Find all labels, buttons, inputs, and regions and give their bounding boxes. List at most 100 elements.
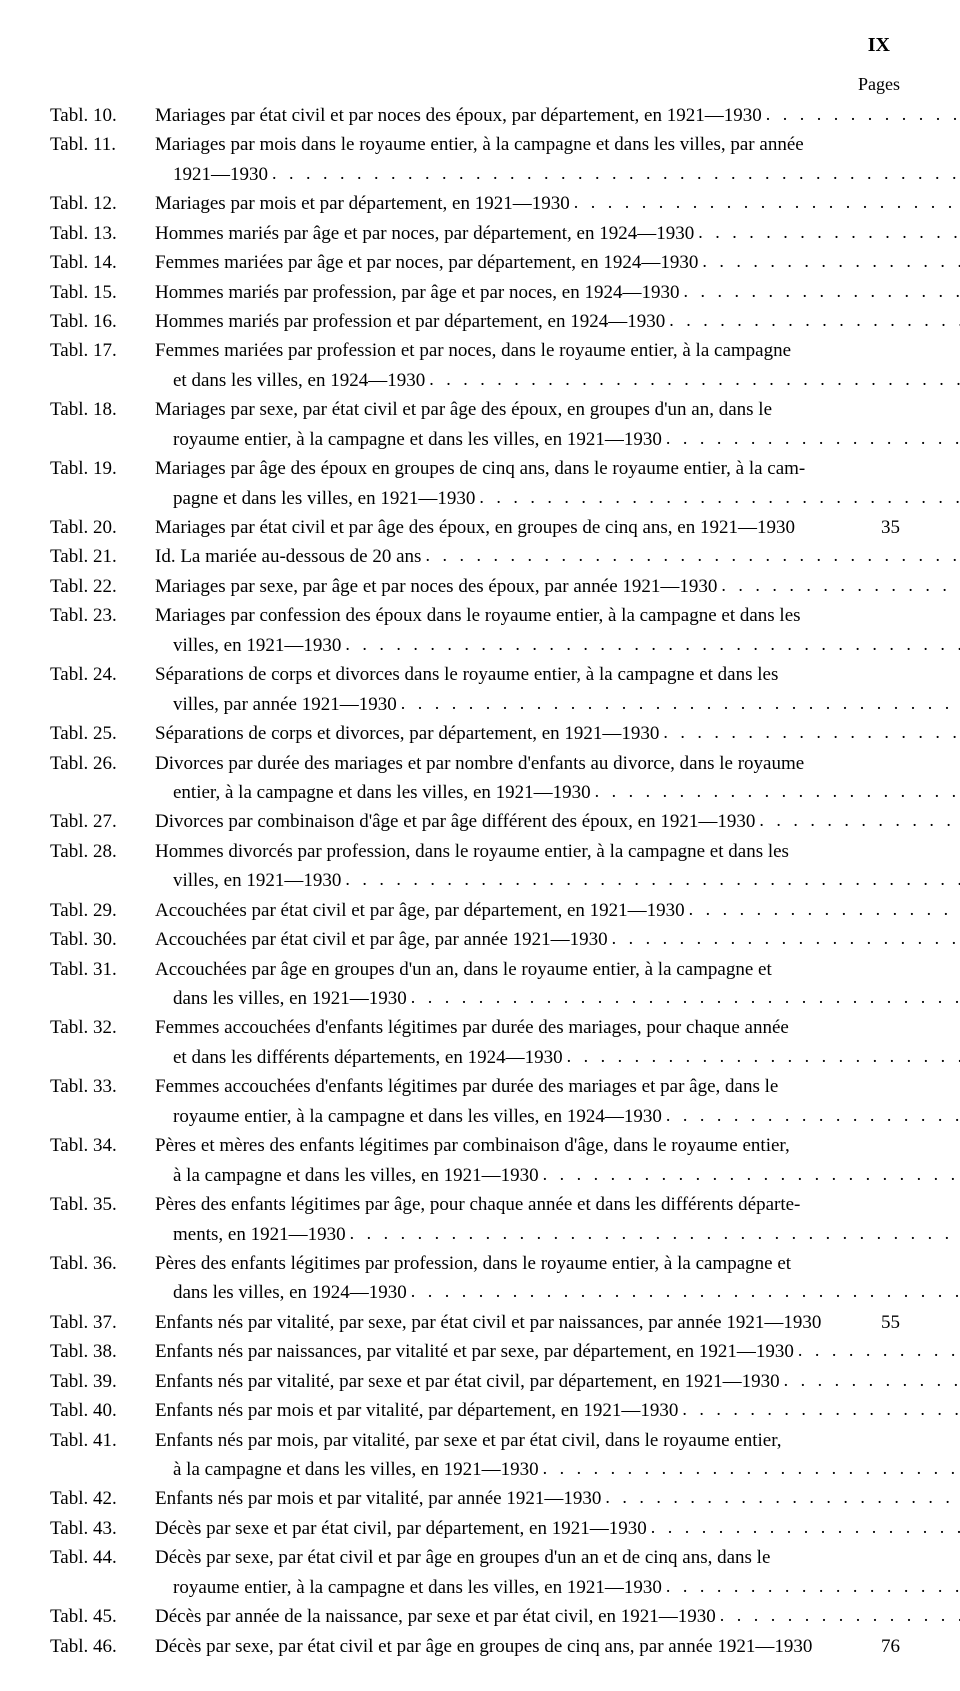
pages-column-header: Pages: [50, 71, 900, 99]
toc-entry-text: à la campagne et dans les villes, en 192…: [173, 1161, 539, 1190]
dot-leader: [762, 101, 960, 129]
dot-leader: [341, 866, 960, 894]
toc-entry-text: villes, en 1921—1930: [173, 631, 341, 660]
toc-entry-text: Accouchées par état civil et par âge, pa…: [155, 896, 685, 925]
toc-entry-text: royaume entier, à la campagne et dans le…: [173, 1102, 662, 1131]
toc-entry-text: Hommes divorcés par profession, dans le …: [155, 837, 789, 866]
toc-entry: Tabl. 32.Femmes accouchées d'enfants lég…: [50, 1013, 900, 1072]
toc-entry-text: Mariages par mois dans le royaume entier…: [155, 130, 804, 159]
toc-entry-desc: Accouchées par âge en groupes d'un an, d…: [155, 955, 960, 1014]
toc-entry-label: Tabl. 10.: [50, 101, 155, 130]
dot-leader: [698, 248, 960, 276]
toc-entry-text: royaume entier, à la campagne et dans le…: [173, 1573, 662, 1602]
toc-entry: Tabl. 36.Pères des enfants légitimes par…: [50, 1249, 900, 1308]
toc-entry-text: villes, en 1921—1930: [173, 866, 341, 895]
toc-entry-label: Tabl. 38.: [50, 1337, 155, 1366]
toc-entry-desc: Enfants nés par vitalité, par sexe et pa…: [155, 1367, 960, 1396]
toc-entry-page: 35: [844, 513, 900, 542]
dot-leader: [716, 1602, 960, 1630]
toc-entry-desc: Enfants nés par mois, par vitalité, par …: [155, 1426, 960, 1485]
toc-entry-label: Tabl. 11.: [50, 130, 155, 159]
toc-entry-text: Femmes accouchées d'enfants légitimes pa…: [155, 1072, 778, 1101]
toc-entry: Tabl. 38.Enfants nés par naissances, par…: [50, 1337, 900, 1366]
toc-entry-text: Pères et mères des enfants légitimes par…: [155, 1131, 790, 1160]
toc-entry-text: Hommes mariés par profession et par dépa…: [155, 307, 665, 336]
toc-entry: Tabl. 23.Mariages par confession des épo…: [50, 601, 900, 660]
toc-entry-text: Séparations de corps et divorces dans le…: [155, 660, 778, 689]
dot-leader: [346, 1220, 960, 1248]
toc-entry-desc: Mariages par mois dans le royaume entier…: [155, 130, 960, 189]
dot-leader: [685, 896, 960, 924]
toc-entry: Tabl. 14.Femmes mariées par âge et par n…: [50, 248, 900, 277]
dot-leader: [608, 925, 960, 953]
toc-entry-label: Tabl. 42.: [50, 1484, 155, 1513]
toc-entry-desc: Pères et mères des enfants légitimes par…: [155, 1131, 960, 1190]
dot-leader: [475, 484, 960, 512]
toc-entry: Tabl. 13.Hommes mariés par âge et par no…: [50, 219, 900, 248]
toc-entry: Tabl. 20.Mariages par état civil et par …: [50, 513, 900, 542]
toc-entry-text: Pères des enfants légitimes par professi…: [155, 1249, 791, 1278]
toc-entry-desc: Enfants nés par naissances, par vitalité…: [155, 1337, 960, 1366]
table-of-contents: Tabl. 10.Mariages par état civil et par …: [50, 101, 900, 1661]
toc-entry: Tabl. 24.Séparations de corps et divorce…: [50, 660, 900, 719]
toc-entry-desc: Femmes accouchées d'enfants légitimes pa…: [155, 1072, 960, 1131]
dot-leader: [407, 984, 960, 1012]
toc-entry-page: 76: [844, 1632, 900, 1661]
toc-entry-text: Enfants nés par naissances, par vitalité…: [155, 1337, 794, 1366]
toc-entry: Tabl. 46.Décès par sexe, par état civil …: [50, 1632, 900, 1661]
toc-entry: Tabl. 15.Hommes mariés par profession, p…: [50, 278, 900, 307]
toc-entry-text: entier, à la campagne et dans les villes…: [173, 778, 591, 807]
toc-entry-desc: Mariages par âge des époux en groupes de…: [155, 454, 960, 513]
toc-entry-text: Enfants nés par mois et par vitalité, pa…: [155, 1484, 601, 1513]
toc-entry: Tabl. 18.Mariages par sexe, par état civ…: [50, 395, 900, 454]
toc-entry-label: Tabl. 21.: [50, 542, 155, 571]
dot-leader: [421, 542, 960, 570]
toc-entry-desc: Décès par année de la naissance, par sex…: [155, 1602, 960, 1631]
dot-leader: [268, 160, 960, 188]
toc-entry-desc: Séparations de corps et divorces, par dé…: [155, 719, 960, 748]
toc-entry-text: Accouchées par âge en groupes d'un an, d…: [155, 955, 772, 984]
toc-entry: Tabl. 26.Divorces par durée des mariages…: [50, 749, 900, 808]
toc-entry-label: Tabl. 12.: [50, 189, 155, 218]
dot-leader: [659, 719, 960, 747]
toc-entry-desc: Pères des enfants légitimes par âge, pou…: [155, 1190, 960, 1249]
toc-entry-label: Tabl. 27.: [50, 807, 155, 836]
dot-leader: [563, 1043, 960, 1071]
toc-entry-desc: Séparations de corps et divorces dans le…: [155, 660, 960, 719]
toc-entry-text: Enfants nés par mois, par vitalité, par …: [155, 1426, 782, 1455]
toc-entry-label: Tabl. 31.: [50, 955, 155, 984]
toc-entry-label: Tabl. 41.: [50, 1426, 155, 1455]
toc-entry-label: Tabl. 44.: [50, 1543, 155, 1572]
toc-entry: Tabl. 44.Décès par sexe, par état civil …: [50, 1543, 900, 1602]
toc-entry-text: Mariages par sexe, par état civil et par…: [155, 395, 772, 424]
toc-entry: Tabl. 39.Enfants nés par vitalité, par s…: [50, 1367, 900, 1396]
toc-entry-label: Tabl. 20.: [50, 513, 155, 542]
dot-leader: [665, 307, 960, 335]
dot-leader: [717, 572, 960, 600]
dot-leader: [662, 425, 960, 453]
dot-leader: [780, 1367, 960, 1395]
toc-entry-text: Mariages par mois et par département, en…: [155, 189, 570, 218]
toc-entry-text: villes, par année 1921—1930: [173, 690, 397, 719]
toc-entry-text: Divorces par durée des mariages et par n…: [155, 749, 804, 778]
toc-entry: Tabl. 33.Femmes accouchées d'enfants lég…: [50, 1072, 900, 1131]
toc-entry: Tabl. 16.Hommes mariés par profession et…: [50, 307, 900, 336]
toc-entry-text: ments, en 1921—1930: [173, 1220, 346, 1249]
dot-leader: [678, 1396, 960, 1424]
toc-entry-label: Tabl. 25.: [50, 719, 155, 748]
dot-leader: [694, 219, 960, 247]
toc-entry: Tabl. 41.Enfants nés par mois, par vital…: [50, 1426, 900, 1485]
dot-leader: [539, 1161, 960, 1189]
dot-leader: [539, 1455, 960, 1483]
toc-entry-desc: Enfants nés par mois et par vitalité, pa…: [155, 1484, 960, 1513]
toc-entry-text: dans les villes, en 1921—1930: [173, 984, 407, 1013]
toc-entry-label: Tabl. 24.: [50, 660, 155, 689]
page-roman-numeral: IX: [50, 30, 890, 61]
toc-entry-label: Tabl. 37.: [50, 1308, 155, 1337]
toc-entry-text: Séparations de corps et divorces, par dé…: [155, 719, 659, 748]
toc-entry-label: Tabl. 35.: [50, 1190, 155, 1219]
toc-entry: Tabl. 25.Séparations de corps et divorce…: [50, 719, 900, 748]
dot-leader: [662, 1573, 960, 1601]
toc-entry-page: 55: [844, 1308, 900, 1337]
toc-entry-desc: Accouchées par état civil et par âge, pa…: [155, 925, 960, 954]
